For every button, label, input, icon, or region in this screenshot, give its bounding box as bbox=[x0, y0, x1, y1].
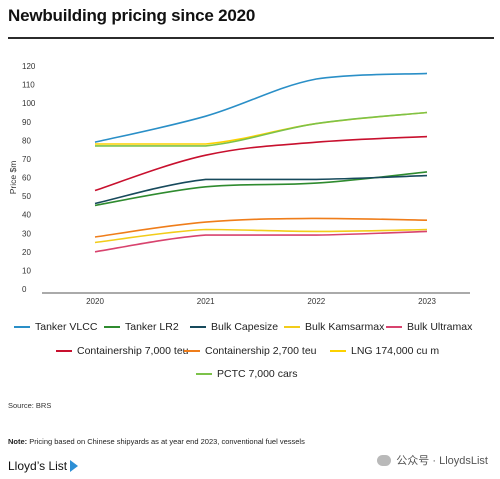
series-line-pctc-7-000-cars bbox=[94, 111, 428, 147]
legend-item-containership-7-000-teu: Containership 7,000 teu bbox=[56, 345, 189, 357]
legend-label: PCTC 7,000 cars bbox=[217, 368, 298, 380]
legend-swatch bbox=[330, 350, 346, 352]
axis-layer: 0 10 20 30 40 50 60 70 80 90 100 110 120 2020 2021 2022… bbox=[8, 62, 470, 306]
note-body: Pricing based on Chinese shipyards as at… bbox=[27, 437, 305, 446]
line-chart: 0 10 20 30 40 50 60 70 80 90 100 110 120 2020 2021 2022… bbox=[8, 62, 470, 306]
legend-label: Bulk Capesize bbox=[211, 321, 279, 333]
title-rule bbox=[8, 37, 494, 39]
y-axis-label: Price $m bbox=[8, 161, 18, 195]
y-tick-label: 60 bbox=[22, 174, 31, 183]
wechat-icon bbox=[377, 454, 392, 466]
legend-item-pctc-7-000-cars: PCTC 7,000 cars bbox=[196, 368, 298, 380]
legend-item-bulk-kamsarmax: Bulk Kamsarmax bbox=[284, 321, 384, 333]
series-layer bbox=[94, 72, 428, 253]
series-line-bulk-capesize bbox=[94, 174, 428, 205]
x-tick-label: 2021 bbox=[197, 297, 215, 306]
legend-item-bulk-capesize: Bulk Capesize bbox=[190, 321, 278, 333]
legend-label: Bulk Ultramax bbox=[407, 321, 473, 333]
legend-swatch bbox=[56, 350, 72, 352]
y-tick-label: 110 bbox=[22, 81, 35, 90]
legend-swatch bbox=[184, 350, 200, 352]
y-tick-label: 30 bbox=[22, 229, 31, 238]
series-line-bulk-ultramax bbox=[94, 230, 428, 253]
x-tick-label: 2022 bbox=[307, 297, 325, 306]
legend-label: Containership 2,700 teu bbox=[205, 345, 317, 357]
lloyds-list-logo: Lloyd’s List bbox=[8, 459, 79, 473]
logo-arrow-icon bbox=[70, 460, 79, 472]
note-label: Note: bbox=[8, 437, 28, 446]
series-line-containership-2-700-teu bbox=[94, 217, 428, 238]
x-tick-label: 2020 bbox=[86, 297, 104, 306]
legend-label: Tanker LR2 bbox=[125, 321, 179, 333]
y-tick-label: 100 bbox=[22, 99, 36, 108]
legend-label: Containership 7,000 teu bbox=[77, 345, 189, 357]
source-text: Source: BRS bbox=[8, 401, 52, 410]
y-tick-label: 80 bbox=[22, 136, 31, 145]
wechat-watermark: 公众号 · LloydsList bbox=[377, 452, 488, 468]
legend-item-tanker-vlcc: Tanker VLCC bbox=[14, 321, 97, 333]
legend-item-containership-2-700-teu: Containership 2,700 teu bbox=[184, 345, 317, 357]
chart-title: Newbuilding pricing since 2020 bbox=[8, 6, 256, 25]
y-tick-label: 120 bbox=[22, 62, 36, 71]
y-tick-label: 10 bbox=[22, 266, 31, 275]
legend-item-lng-174-000-cu-m: LNG 174,000 cu m bbox=[330, 345, 439, 357]
legend-item-tanker-lr2: Tanker LR2 bbox=[104, 321, 179, 333]
legend-label: Tanker VLCC bbox=[35, 321, 98, 333]
series-line-tanker-vlcc bbox=[94, 72, 428, 143]
y-tick-label: 40 bbox=[22, 211, 31, 220]
legend-label: Bulk Kamsarmax bbox=[305, 321, 385, 333]
x-tick-label: 2023 bbox=[418, 297, 436, 306]
y-tick-label: 90 bbox=[22, 118, 31, 127]
y-tick-label: 20 bbox=[22, 248, 31, 257]
watermark-text: 公众号 · LloydsList bbox=[396, 455, 488, 467]
y-tick-label: 50 bbox=[22, 192, 31, 201]
legend-swatch bbox=[196, 373, 212, 375]
note-text: Note: Pricing based on Chinese shipyards… bbox=[8, 437, 305, 446]
legend-swatch bbox=[284, 326, 300, 328]
legend-swatch bbox=[14, 326, 30, 328]
y-tick-label: 70 bbox=[22, 155, 31, 164]
y-tick-label: 0 bbox=[22, 285, 27, 294]
legend-swatch bbox=[190, 326, 206, 328]
series-line-containership-7-000-teu bbox=[94, 135, 428, 192]
legend-swatch bbox=[386, 326, 402, 328]
legend-label: LNG 174,000 cu m bbox=[351, 345, 440, 357]
series-line-bulk-kamsarmax bbox=[94, 228, 428, 244]
legend-swatch bbox=[104, 326, 120, 328]
legend-item-bulk-ultramax: Bulk Ultramax bbox=[386, 321, 472, 333]
logo-text: Lloyd’s List bbox=[8, 459, 68, 473]
